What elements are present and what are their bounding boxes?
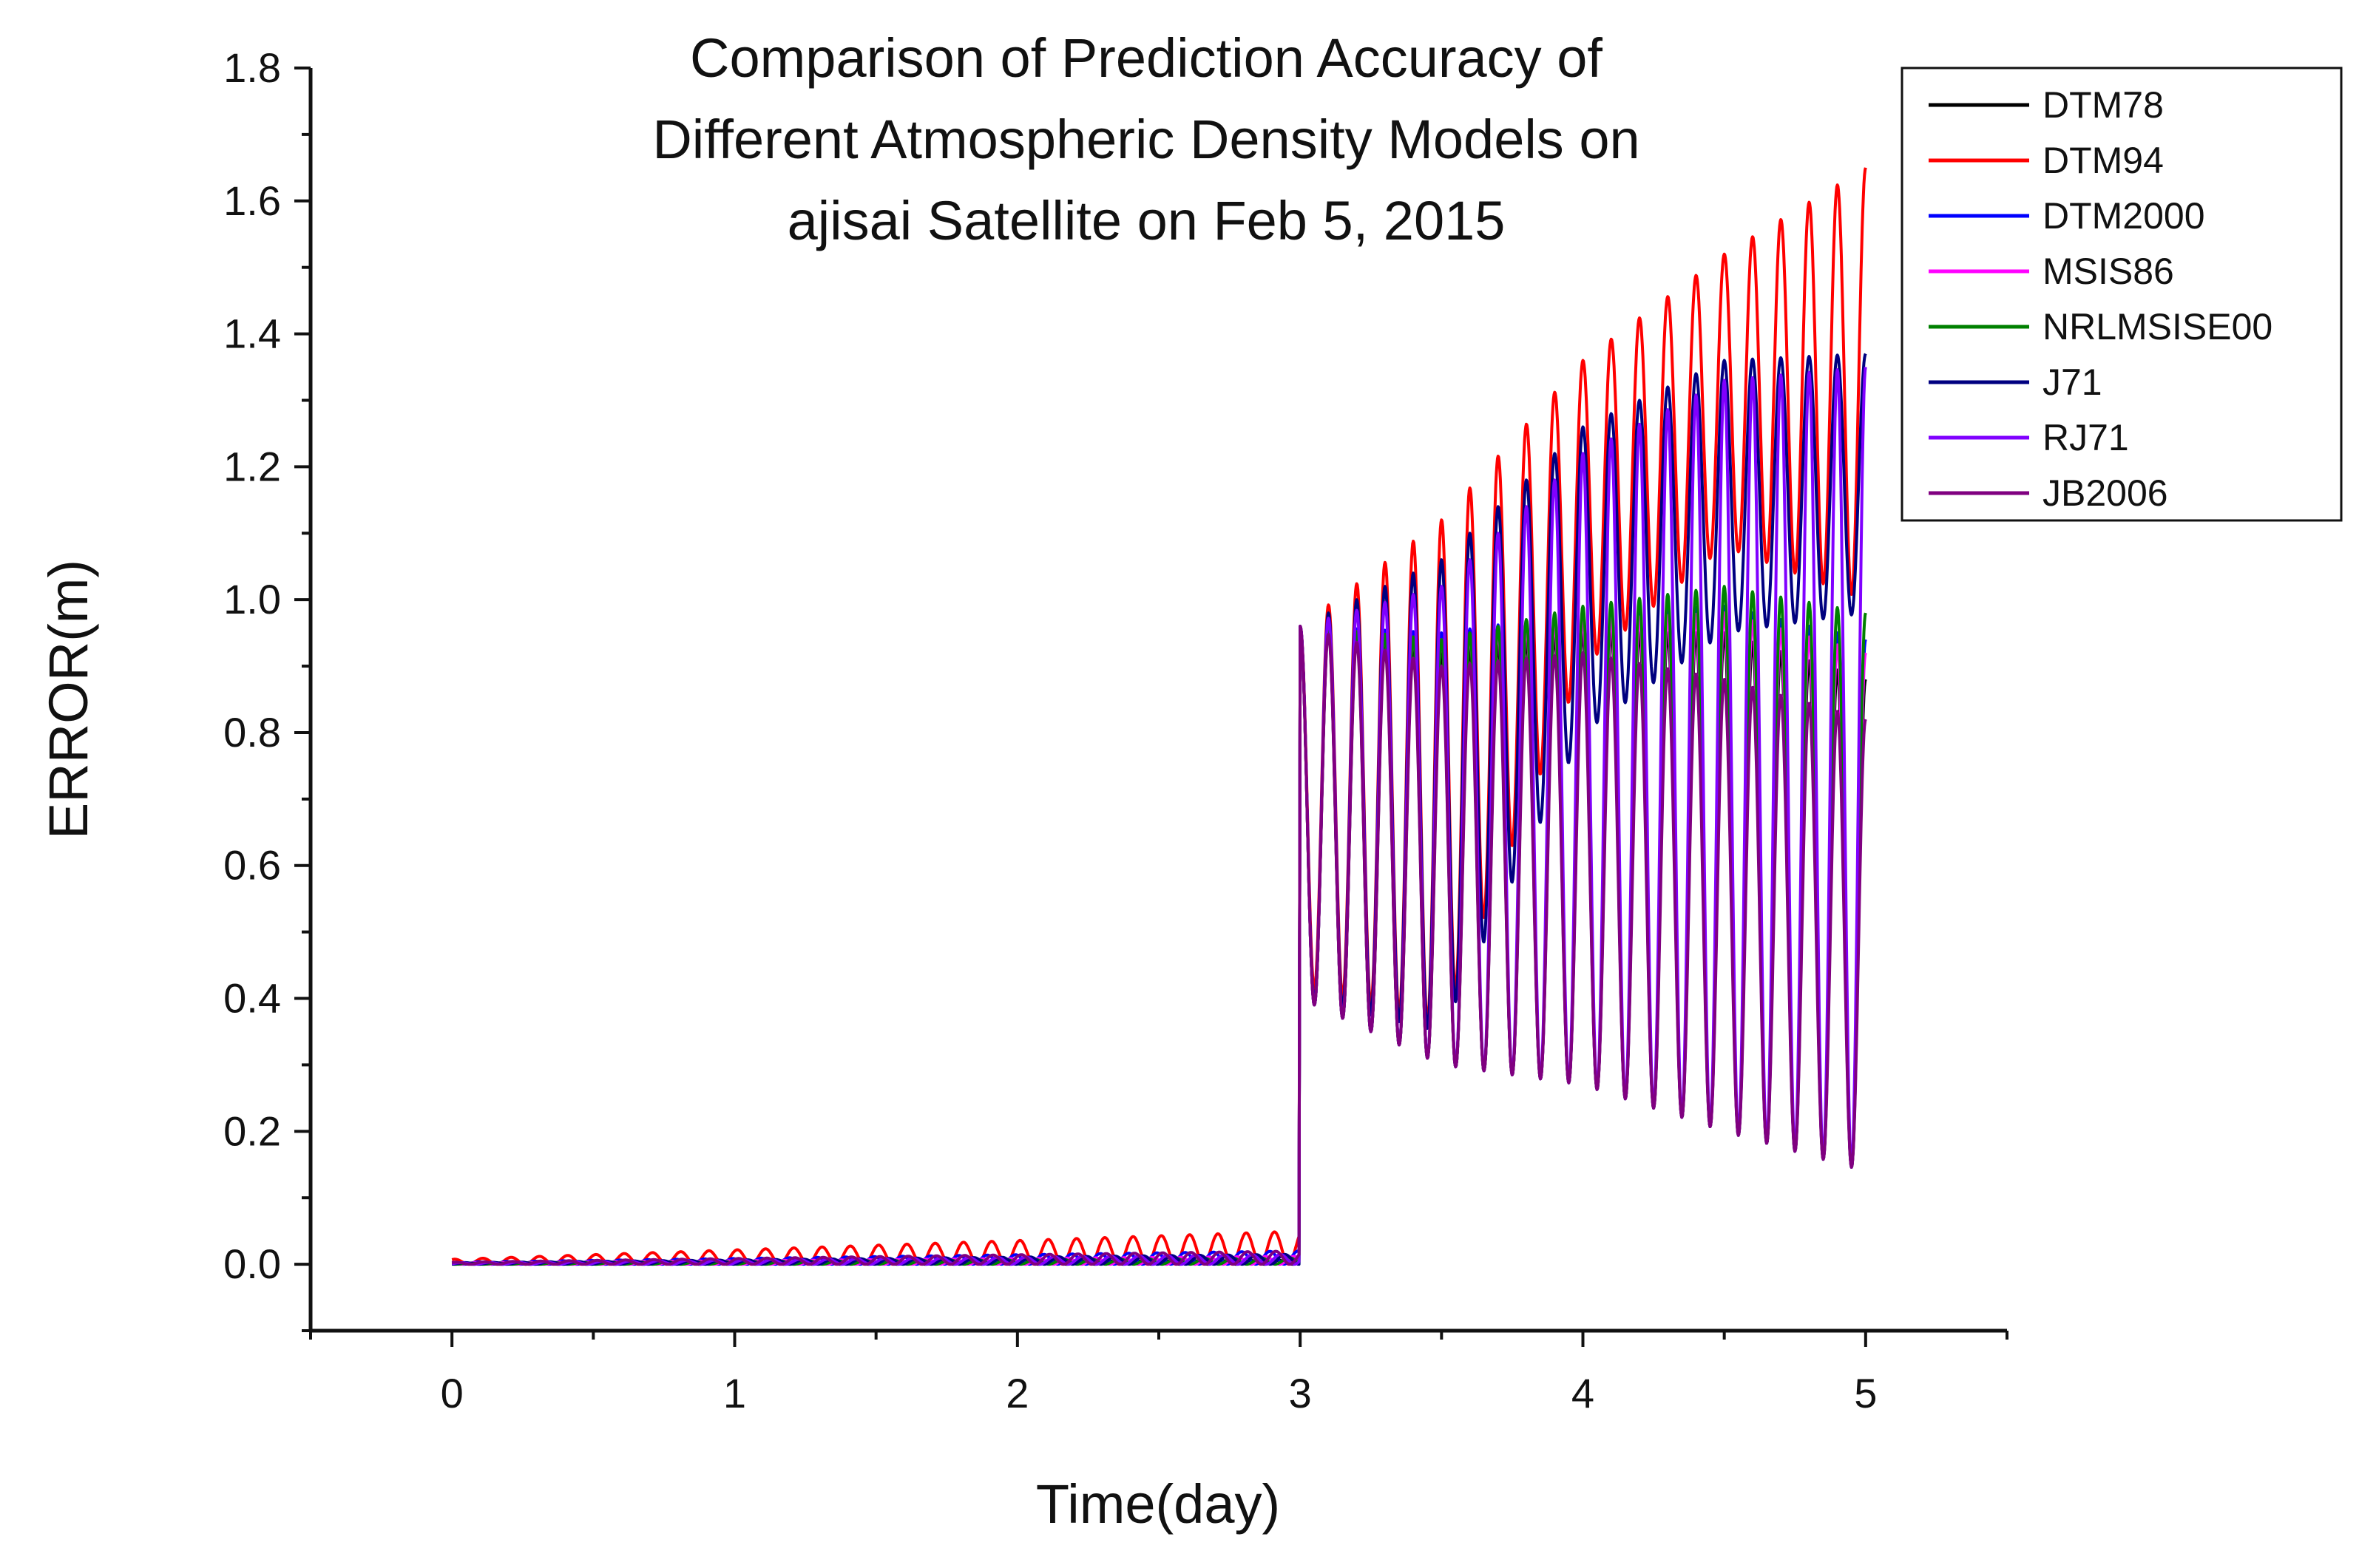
y-axis-label: ERROR(m) <box>38 560 99 839</box>
chart-title-line-2: Different Atmospheric Density Models on <box>652 109 1639 170</box>
x-tick-label: 3 <box>1289 1370 1312 1416</box>
x-tick-label: 5 <box>1854 1370 1877 1416</box>
y-tick-label: 1.8 <box>223 44 281 91</box>
y-axis-ticks: 0.0 0.2 0.4 0.6 0.8 1.0 1.2 1.4 1.6 1.8 <box>223 44 311 1332</box>
legend-label-rj71: RJ71 <box>2042 417 2129 458</box>
x-tick-label: 0 <box>441 1370 464 1416</box>
y-tick-label: 0.0 <box>223 1241 281 1287</box>
legend: DTM78 DTM94 DTM2000 MSIS86 NRLMSISE00 J71 RJ71… <box>1901 67 2343 522</box>
series-line-msis86 <box>451 611 1867 1266</box>
legend-box <box>1901 67 2343 522</box>
series-line-rj71 <box>451 367 1867 1266</box>
chart-title-line-3: ajisai Satellite on Feb 5, 2015 <box>788 190 1506 251</box>
chart-title-line-1: Comparison of Prediction Accuracy of <box>690 27 1602 89</box>
series-line-jb2006 <box>451 625 1867 1266</box>
x-tick-label: 2 <box>1006 1370 1029 1416</box>
x-tick-label: 4 <box>1571 1370 1594 1416</box>
x-tick-label: 1 <box>723 1370 746 1416</box>
y-tick-label: 1.0 <box>223 576 281 622</box>
legend-entries: DTM78 DTM94 DTM2000 MSIS86 NRLMSISE00 J71 RJ71… <box>1929 84 2272 514</box>
chart-title: Comparison of Prediction Accuracy of Dif… <box>652 27 1639 251</box>
series-line-j71 <box>451 353 1867 1266</box>
y-tick-label: 1.6 <box>223 177 281 224</box>
y-tick-label: 0.4 <box>223 975 281 1022</box>
y-tick-label: 0.6 <box>223 842 281 889</box>
legend-label-dtm94: DTM94 <box>2042 140 2164 181</box>
series-line-nrlmsise00 <box>451 585 1867 1266</box>
y-tick-label: 0.8 <box>223 709 281 756</box>
series-lines <box>451 167 1867 1266</box>
y-tick-label: 1.2 <box>223 443 281 489</box>
legend-label-jb2006: JB2006 <box>2042 472 2168 514</box>
legend-label-nrlmsise00: NRLMSISE00 <box>2042 306 2272 347</box>
legend-label-msis86: MSIS86 <box>2042 251 2174 292</box>
legend-label-j71: J71 <box>2042 362 2102 403</box>
x-axis-label: Time(day) <box>1036 1473 1280 1535</box>
legend-label-dtm78: DTM78 <box>2042 84 2164 126</box>
series-line-dtm78 <box>451 625 1867 1266</box>
series-line-dtm2000 <box>451 605 1867 1266</box>
y-tick-label: 0.2 <box>223 1107 281 1154</box>
legend-label-dtm2000: DTM2000 <box>2042 195 2205 237</box>
x-axis-ticks: 0 1 2 3 4 5 <box>309 1331 2008 1416</box>
y-tick-label: 1.4 <box>223 310 281 357</box>
